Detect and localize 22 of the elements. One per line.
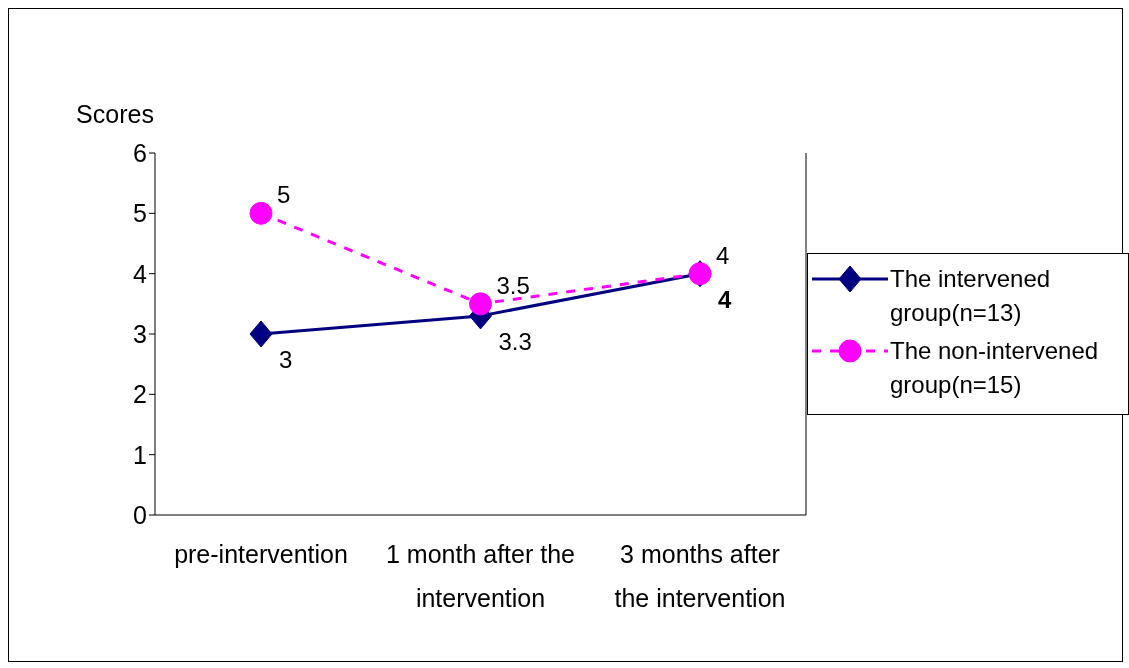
data-label: 4 (716, 241, 730, 269)
point (249, 320, 273, 348)
legend-label: The non-intervened group(n=15) (890, 336, 1100, 400)
y-tick-label: 6 (133, 138, 147, 167)
y-tick-label: 3 (133, 319, 147, 348)
y-tick-label: 1 (133, 440, 147, 469)
data-label: 3.5 (496, 271, 530, 299)
data-label: 3 (279, 346, 293, 373)
point (249, 201, 273, 225)
data-label: 3.3 (498, 327, 532, 355)
x-tick-label: pre-intervention (174, 540, 348, 568)
data-label: 5 (277, 181, 291, 209)
x-tick-label: 1 month after the intervention (385, 540, 576, 612)
point (469, 292, 492, 316)
y-tick-label: 4 (133, 259, 148, 288)
data-label: 4 (718, 285, 732, 313)
y-tick-label: 2 (133, 380, 147, 409)
y-tick-label: 5 (133, 199, 147, 228)
x-tick-label: 3 months after the intervention (614, 540, 786, 612)
y-axis-title: Scores (76, 100, 154, 128)
y-tick-label: 0 (133, 500, 147, 529)
legend-label: The intervened group(n=13) (890, 264, 1052, 328)
